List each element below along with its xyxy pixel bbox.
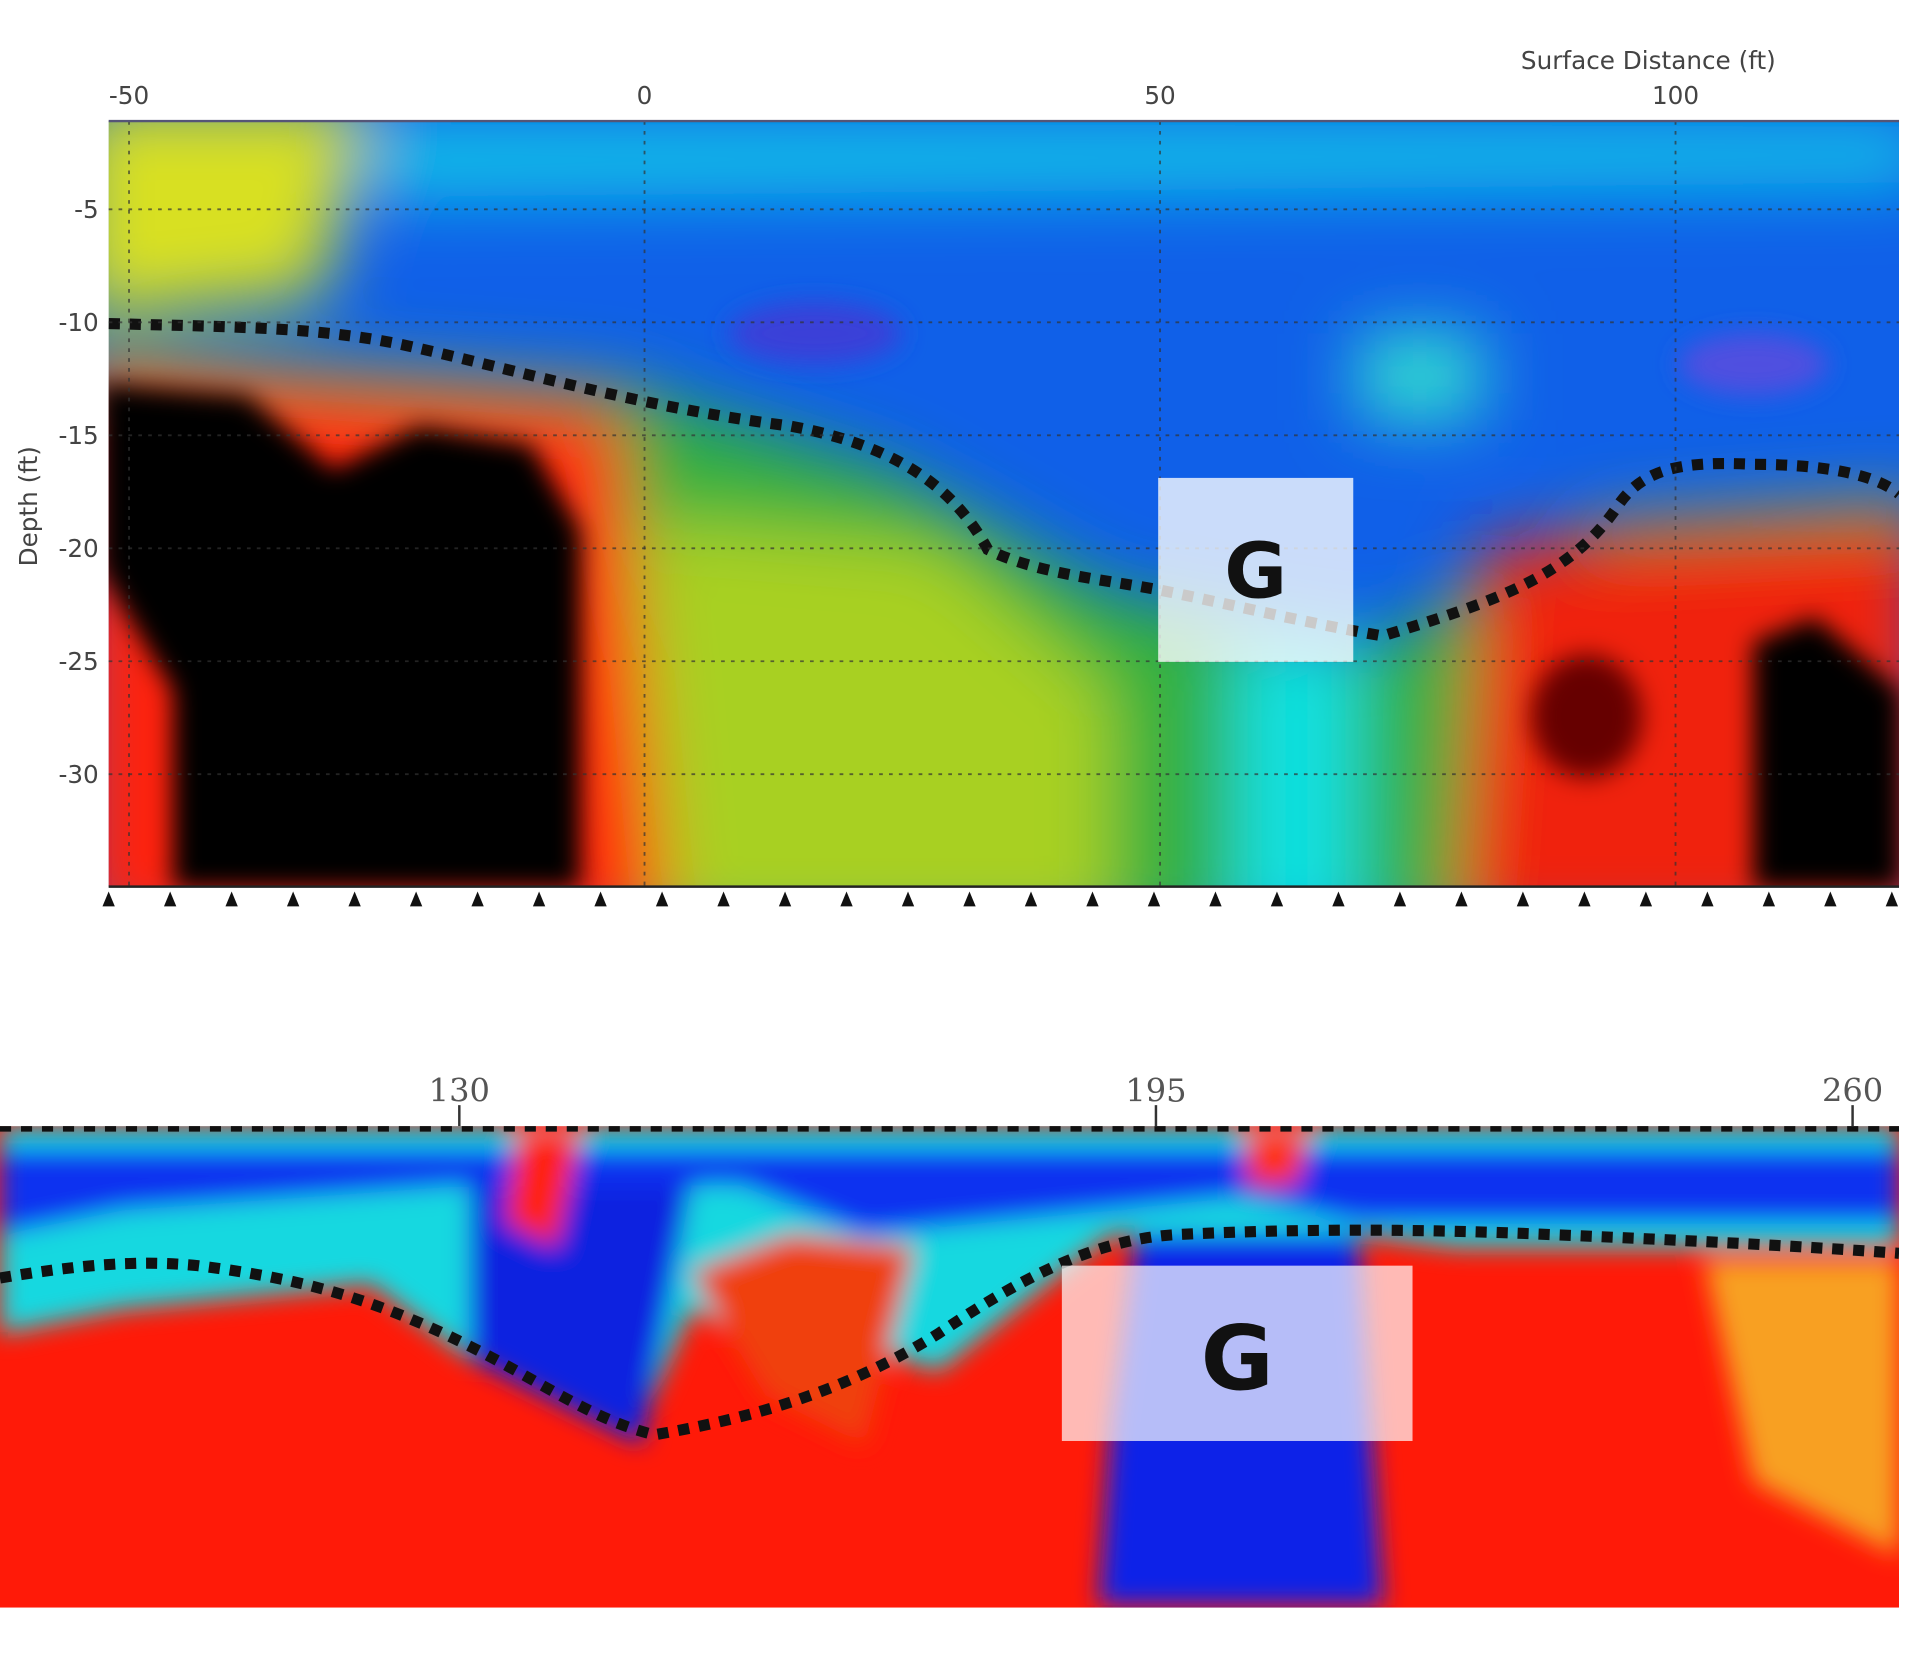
x-tick-label: 195 [1125, 1071, 1186, 1109]
electrode [1762, 891, 1776, 907]
label-box [1061, 1265, 1413, 1441]
electrode [1455, 891, 1468, 907]
electrode [1086, 891, 1099, 907]
electrode [1393, 891, 1407, 907]
electrode [1147, 891, 1161, 907]
electrode [717, 891, 730, 907]
electrode [840, 891, 853, 907]
electrode [778, 891, 792, 907]
electrode [963, 891, 976, 907]
y-tick-label: -5 [74, 195, 99, 224]
electrode [1701, 891, 1714, 907]
electrode [286, 891, 300, 907]
y-tick-label: -20 [58, 534, 98, 563]
electrodes [102, 891, 1899, 907]
top-grid: -50 0 50 100 -5 -10 -15 -20 -25 -30 [58, 81, 1900, 887]
electrode [655, 891, 669, 907]
electrode [1332, 891, 1345, 907]
electrode [409, 891, 423, 907]
y-tick-label: -15 [58, 421, 98, 450]
label-box [1158, 477, 1354, 662]
box-label: G [1201, 1306, 1274, 1410]
electrode [1209, 891, 1222, 907]
electrode [348, 891, 361, 907]
x-tick-label: 130 [429, 1071, 490, 1109]
y-axis-label: Depth (ft) [14, 446, 43, 566]
y-tick-label: -25 [58, 647, 98, 676]
electrode [594, 891, 607, 907]
electrode [532, 891, 546, 907]
electrode [1024, 891, 1038, 907]
electrode [1270, 891, 1284, 907]
electrode [1885, 891, 1899, 907]
x-axis-label: Surface Distance (ft) [1521, 46, 1776, 75]
x-tick-label: 260 [1822, 1071, 1883, 1109]
electrode [163, 891, 177, 907]
box-label: G [1224, 528, 1287, 617]
electrode [1639, 891, 1653, 907]
electrode [1824, 891, 1837, 907]
electrode [471, 891, 484, 907]
bottom-ticks: 130 195 260 [429, 1071, 1883, 1127]
x-tick-label: -50 [109, 81, 149, 110]
electrode [102, 891, 115, 907]
x-tick-label: 50 [1144, 81, 1175, 110]
y-tick-label: -10 [58, 308, 98, 337]
electrode [1578, 891, 1591, 907]
bottom-section [0, 1126, 1900, 1608]
x-tick-label: 0 [637, 81, 653, 110]
x-tick-label: 100 [1652, 81, 1699, 110]
electrode [901, 891, 915, 907]
y-tick-label: -30 [58, 760, 98, 789]
electrode [1516, 891, 1530, 907]
top-section [108, 121, 1900, 887]
electrode [225, 891, 238, 907]
